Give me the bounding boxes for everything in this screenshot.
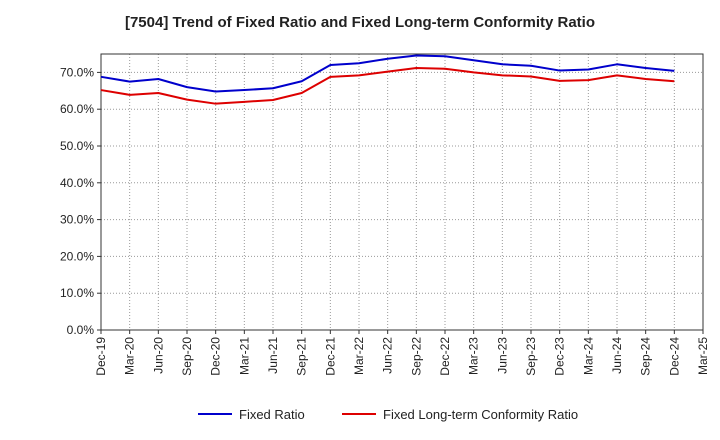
x-tick-label: Jun-22: [381, 337, 395, 374]
plot-frame: [100, 53, 704, 331]
x-tick-label: Sep-21: [295, 337, 309, 376]
x-tick-label: Mar-23: [467, 337, 481, 375]
x-tick-label: Jun-20: [151, 337, 165, 374]
y-tick-label: 70.0%: [60, 65, 94, 79]
x-tick-label: Sep-20: [180, 337, 194, 376]
x-tick-label: Dec-22: [438, 337, 452, 376]
x-tick-label: Sep-22: [409, 337, 423, 376]
series-lines: [100, 54, 675, 105]
x-tick-label: Jun-24: [610, 337, 624, 374]
x-tick-label: Jun-21: [266, 337, 280, 374]
x-tick-label: Jun-23: [495, 337, 509, 374]
x-tick-label: Sep-24: [639, 337, 653, 376]
x-tick-label: Dec-24: [667, 337, 681, 376]
y-tick-label: 50.0%: [60, 139, 94, 153]
x-tick-label: Mar-21: [237, 337, 251, 375]
x-tick-label: Dec-23: [553, 337, 567, 376]
axes: 0.0% 10.0% 20.0% 30.0% 40.0% 50.0% 60.0% 70.0% D…: [60, 53, 710, 376]
y-tick-label: 40.0%: [60, 176, 94, 190]
chart-title: [7504] Trend of Fixed Ratio and Fixed Lo…: [124, 14, 596, 31]
x-tick-label: Mar-22: [352, 337, 366, 375]
y-tick-label: 10.0%: [60, 286, 94, 300]
series-line: [100, 66, 675, 105]
legend-label: Fixed Ratio: [239, 407, 305, 422]
grid: [101, 54, 703, 330]
series-line: [100, 54, 675, 93]
x-tick-label: Dec-20: [209, 337, 223, 376]
legend-label: Fixed Long-term Conformity Ratio: [383, 407, 578, 422]
x-tick-label: Mar-24: [581, 337, 595, 375]
x-tick-label: Mar-25: [696, 337, 710, 375]
y-tick-label: 30.0%: [60, 213, 94, 227]
x-tick-label: Sep-23: [524, 337, 538, 376]
x-tick-label: Mar-20: [123, 337, 137, 375]
x-tick-label: Dec-21: [323, 337, 337, 376]
y-tick-label: 20.0%: [60, 249, 94, 263]
x-tick-label: Dec-19: [94, 337, 108, 376]
legend: Fixed Ratio Fixed Long-term Conformity Ra…: [198, 407, 578, 422]
y-tick-label: 0.0%: [67, 323, 95, 337]
y-tick-label: 60.0%: [60, 102, 94, 116]
